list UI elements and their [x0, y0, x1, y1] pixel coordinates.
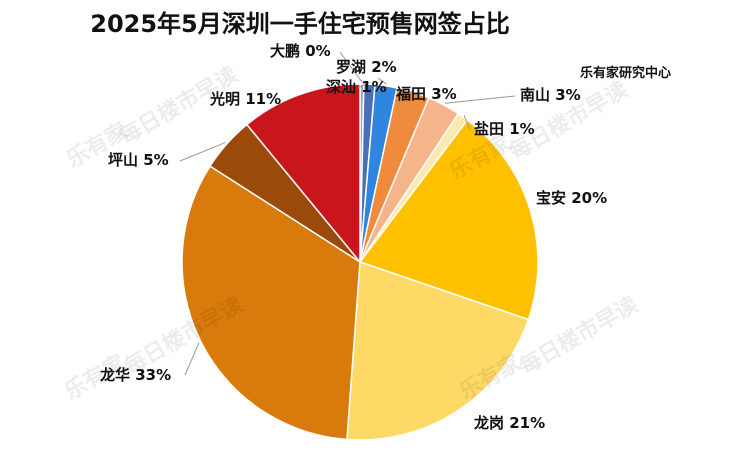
- slice-labels: 大鹏 0% 深汕 1% 罗湖 2% 福田 3% 南山 3% 盐田 1% 宝安 20% 龙岗 2…: [99, 42, 607, 432]
- leader-line-4: [444, 95, 516, 104]
- watermark-text: 每日楼市早读: [515, 292, 642, 381]
- pie-slice-6: [358, 119, 539, 321]
- pie-slice-10: [245, 83, 361, 265]
- slice-label-7: 龙岗 21%: [473, 414, 545, 432]
- chart-title: 2025年5月深圳一手住宅预售网签占比: [90, 10, 510, 38]
- source-label: 乐有家研究中心: [580, 66, 672, 81]
- slice-label-0: 大鹏 0%: [270, 42, 331, 60]
- slice-label-8: 龙华 33%: [99, 366, 171, 384]
- leader-line-8: [184, 342, 200, 376]
- leader-line-1: [357, 81, 370, 89]
- pie-slice-7: [346, 260, 530, 441]
- leader-line-3: [407, 89, 415, 95]
- slice-label-6: 宝安 20%: [536, 189, 607, 207]
- pie-slice-8: [181, 165, 361, 441]
- slice-label-3: 福田 3%: [395, 85, 457, 103]
- slice-label-10: 光明 11%: [209, 90, 281, 108]
- leader-line-5: [463, 114, 471, 131]
- slice-label-5: 盐田 1%: [474, 120, 535, 138]
- slice-label-1: 深汕 1%: [326, 78, 387, 96]
- leader-line-0: [339, 51, 363, 83]
- slice-label-2: 罗湖 2%: [336, 58, 397, 76]
- leader-line-9: [179, 142, 226, 162]
- leader-lines: [179, 51, 516, 376]
- leader-line-2: [377, 77, 387, 85]
- slice-label-9: 坪山 5%: [108, 151, 169, 169]
- slice-label-4: 南山 3%: [520, 86, 581, 104]
- pie-slices: [181, 83, 539, 441]
